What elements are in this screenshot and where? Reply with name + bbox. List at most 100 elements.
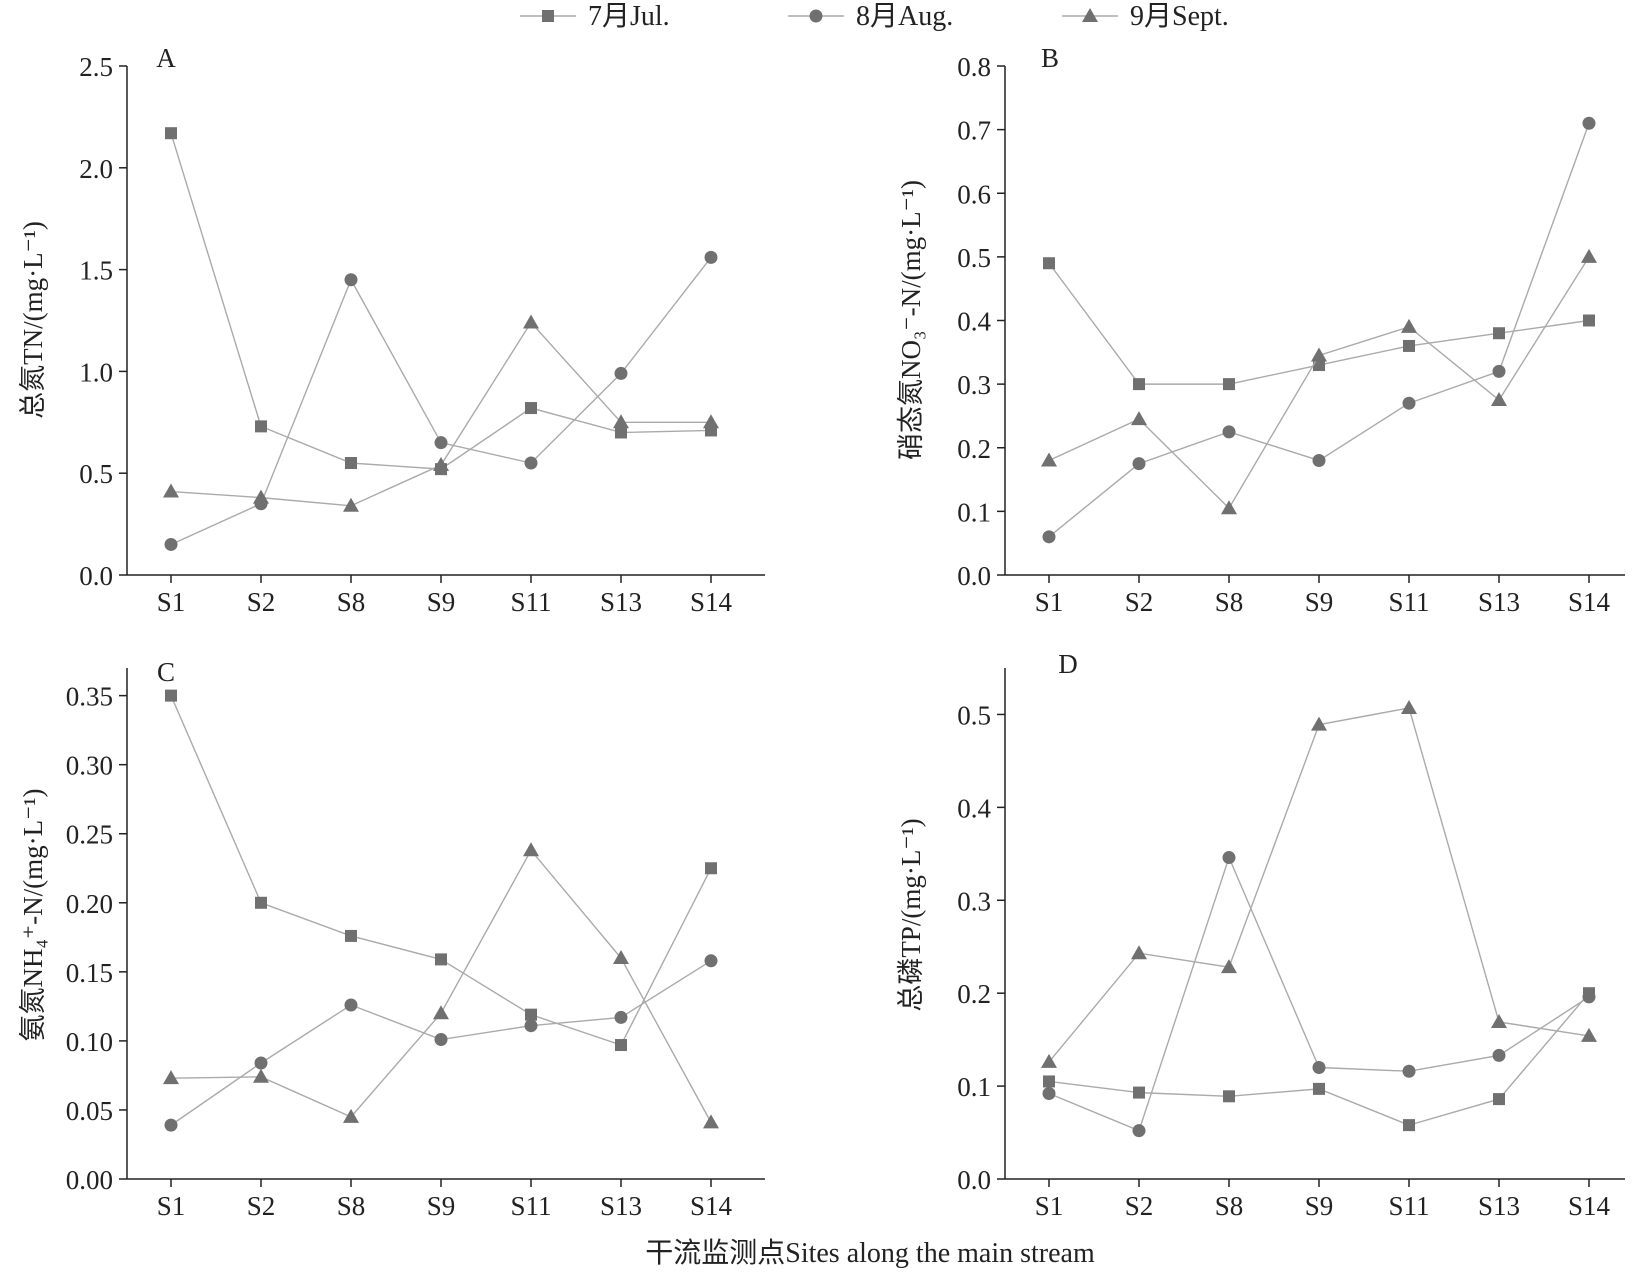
x-tick-label: S8	[1215, 1191, 1244, 1221]
data-point-square	[1403, 339, 1415, 352]
x-tick-label: S11	[1388, 1191, 1429, 1221]
data-point-square	[255, 896, 267, 909]
data-point-triangle	[1221, 500, 1237, 515]
x-tick-label: S1	[1035, 587, 1064, 617]
x-tick-label: S13	[1478, 587, 1520, 617]
x-tick-label: S14	[1568, 1191, 1611, 1221]
data-point-square	[1493, 327, 1505, 340]
data-point-square	[1313, 359, 1325, 372]
data-point-triangle	[1041, 452, 1057, 467]
data-point-square	[1403, 1119, 1415, 1132]
x-tick-label: S13	[600, 1191, 642, 1221]
data-point-square	[165, 127, 177, 140]
data-point-circle	[344, 273, 358, 287]
x-tick-label: S1	[157, 587, 186, 617]
x-tick-label: S2	[1125, 1191, 1154, 1221]
panel-a: 0.0 0.5 1.0 1.5 2.0 2.5 S1 S2 S8 S9 S11 S13 S14 A 总氮TN…	[18, 43, 765, 617]
data-point-square	[165, 689, 177, 702]
data-point-triangle	[433, 457, 449, 472]
series-line	[170, 695, 712, 1046]
y-tick-label: 0.0	[79, 561, 113, 591]
data-point-square	[435, 953, 447, 966]
y-tick-label: 0.8	[957, 52, 991, 82]
data-point-circle	[434, 436, 448, 450]
data-point-triangle	[1041, 1053, 1057, 1068]
data-point-square	[1043, 1075, 1055, 1088]
data-point-circle	[1492, 1048, 1506, 1062]
panel-label: C	[157, 657, 175, 687]
y-tick-label: 0.4	[957, 793, 991, 823]
data-point-square	[1583, 314, 1595, 327]
x-tick-label: S11	[1388, 587, 1429, 617]
x-tick-label: S14	[690, 587, 733, 617]
x-tick-label: S9	[1305, 1191, 1334, 1221]
y-tick-label: 1.0	[79, 357, 113, 387]
data-point-square	[1043, 257, 1055, 270]
data-point-triangle	[1311, 347, 1327, 362]
data-point-square	[1223, 378, 1235, 391]
data-point-triangle	[1221, 959, 1237, 974]
y-tick-label: 0.5	[957, 243, 991, 273]
legend-label: 7月Jul.	[588, 1, 670, 32]
series-triangle	[163, 842, 719, 1129]
legend-marker-square	[542, 10, 554, 22]
y-tick-label: 0.30	[66, 751, 113, 781]
panel-label: B	[1041, 43, 1059, 73]
data-point-circle	[1402, 1064, 1416, 1078]
data-point-square	[1493, 1093, 1505, 1106]
x-tick-label: S9	[1305, 587, 1334, 617]
y-tick-label: 2.5	[79, 52, 113, 82]
data-point-circle	[524, 456, 538, 470]
data-point-circle	[1582, 990, 1596, 1004]
data-point-square	[1133, 1086, 1145, 1099]
data-point-triangle	[1401, 318, 1417, 333]
x-tick-label: S13	[600, 587, 642, 617]
y-tick-label: 0.1	[957, 1072, 991, 1102]
x-tick-label: S9	[427, 1191, 456, 1221]
x-tick-label: S8	[1215, 587, 1244, 617]
data-point-circle	[1312, 1061, 1326, 1075]
series-square	[1043, 987, 1595, 1132]
panel-d: 0.0 0.1 0.2 0.3 0.4 0.5 S1 S2 S8 S9 S11 S13 S14 D 总磷TP…	[896, 649, 1625, 1221]
x-tick-label: S1	[157, 1191, 186, 1221]
data-point-square	[705, 862, 717, 875]
series-circle	[164, 954, 718, 1132]
x-tick-label: S8	[337, 587, 366, 617]
x-tick-label: S11	[510, 1191, 551, 1221]
data-point-triangle	[1581, 1027, 1597, 1042]
panel-c: 0.00 0.05 0.10 0.15 0.20 0.25 0.30 0.35 S1 S2 S8 S9…	[18, 657, 765, 1221]
x-tick-label: S8	[337, 1191, 366, 1221]
data-point-triangle	[1401, 699, 1417, 714]
x-tick-label: S2	[247, 1191, 276, 1221]
y-tick-label: 0.15	[66, 958, 113, 988]
data-point-square	[255, 420, 267, 433]
data-point-square	[1133, 378, 1145, 391]
data-point-triangle	[343, 497, 359, 512]
series-circle	[1042, 116, 1596, 544]
x-tick-label: S9	[427, 587, 456, 617]
y-tick-label: 0.0	[957, 561, 991, 591]
data-point-circle	[1042, 1087, 1056, 1101]
data-point-circle	[704, 250, 718, 264]
data-point-circle	[614, 366, 628, 380]
data-point-square	[1313, 1082, 1325, 1095]
data-point-triangle	[343, 1108, 359, 1123]
data-point-triangle	[703, 414, 719, 429]
x-tick-label: S11	[510, 587, 551, 617]
legend-item-square: 7月Jul.	[520, 1, 670, 32]
chart-panels: 0.0 0.5 1.0 1.5 2.0 2.5 S1 S2 S8 S9 S11 S13 S14 A 总氮TN…	[18, 43, 1625, 1221]
y-tick-label: 0.2	[957, 434, 991, 464]
y-tick-label: 0.25	[66, 820, 113, 850]
data-point-triangle	[1491, 392, 1507, 407]
data-point-triangle	[523, 314, 539, 329]
series-triangle	[1041, 699, 1597, 1068]
series-square	[1043, 257, 1595, 391]
data-point-square	[1223, 1090, 1235, 1103]
y-axis-label: 硝态氮NO₃⁻-N/(mg·L⁻¹)	[896, 180, 926, 460]
y-tick-label: 0.0	[957, 1165, 991, 1195]
legend-marker-circle	[809, 9, 823, 23]
legend-marker-triangle	[1082, 8, 1098, 22]
data-point-circle	[614, 1010, 628, 1024]
data-point-triangle	[613, 950, 629, 965]
